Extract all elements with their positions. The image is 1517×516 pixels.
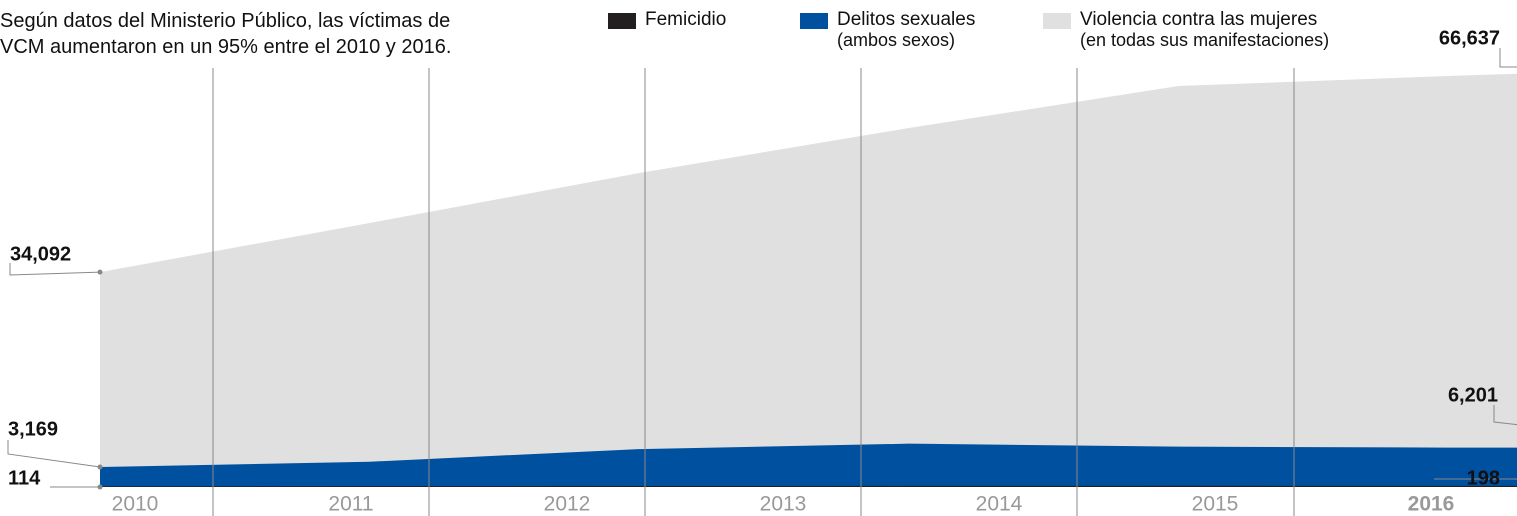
- legend-swatch: [608, 13, 636, 29]
- data-label: 198: [1467, 467, 1500, 489]
- x-tick-label: 2015: [1192, 493, 1239, 516]
- x-tick-label: 2014: [976, 493, 1023, 516]
- end-dot: [97, 484, 103, 490]
- x-tick-label: 2013: [760, 493, 807, 516]
- area: [100, 443, 1517, 487]
- data-label: 3,169: [8, 418, 58, 440]
- chart-title: Según datos del Ministerio Público, las …: [0, 10, 451, 58]
- legend-sublabel: (en todas sus manifestaciones): [1080, 30, 1329, 50]
- x-tick-label: 2011: [328, 493, 373, 516]
- legend-swatch: [800, 13, 828, 29]
- legend-label: Violencia contra las mujeres: [1080, 9, 1317, 30]
- separators: [212, 68, 1295, 516]
- data-label: 66,637: [1439, 27, 1500, 49]
- x-tick-label: 2010: [112, 493, 159, 516]
- x-tick-label: 2016: [1408, 493, 1455, 516]
- leader-line: [7, 440, 101, 468]
- end-dot: [97, 269, 103, 275]
- areas: [100, 73, 1517, 487]
- data-label: 34,092: [10, 243, 71, 265]
- leader-line: [1493, 405, 1517, 426]
- end-dot: [97, 464, 103, 470]
- x-tick-label: 2012: [544, 493, 591, 516]
- leader-line: [1499, 48, 1517, 68]
- area: [100, 73, 1517, 487]
- data-label: 6,201: [1448, 384, 1498, 406]
- area: [100, 485, 1517, 487]
- data-label: 114: [8, 467, 41, 489]
- legend-sublabel: (ambos sexos): [837, 30, 955, 50]
- legend-swatch: [1043, 13, 1071, 29]
- leader-line: [9, 263, 101, 276]
- legend-label: Delitos sexuales: [837, 9, 975, 30]
- legend-label: Femicidio: [645, 9, 726, 30]
